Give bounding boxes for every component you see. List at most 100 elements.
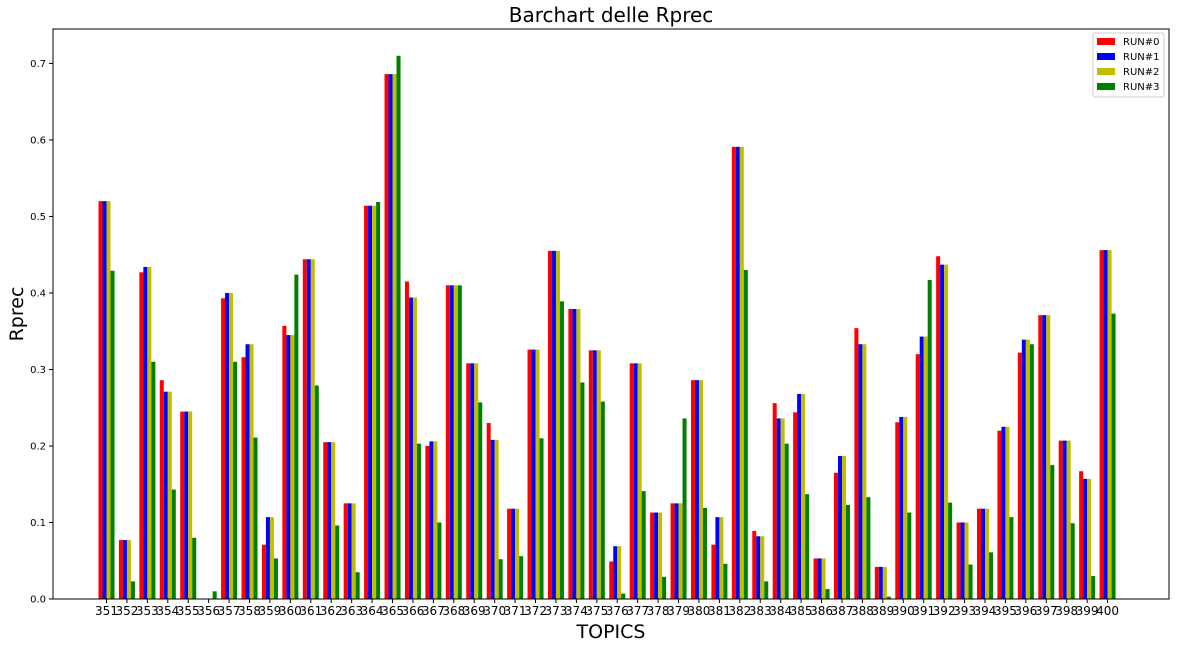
bar-RUN#3-379 [682,418,687,599]
bar-RUN#3-354 [171,489,176,599]
bar-RUN#1-374 [572,309,577,599]
bar-RUN#1-380 [694,380,699,599]
legend-swatch-RUN#1 [1097,53,1115,60]
bar-RUN#1-376 [613,546,618,599]
bar-RUN#0-369 [466,363,471,599]
bar-RUN#1-395 [1001,426,1006,599]
y-tick-label: 0.2 [30,441,46,452]
bar-RUN#2-375 [596,350,601,599]
bar-RUN#2-396 [1025,339,1030,599]
bar-RUN#0-383 [752,530,757,599]
bar-RUN#2-385 [801,393,806,599]
y-tick-label: 0.0 [30,595,46,606]
bar-RUN#3-387 [845,504,850,599]
bar-RUN#0-395 [997,430,1002,599]
bar-RUN#1-351 [102,201,107,599]
bar-RUN#3-390 [907,512,912,599]
bar-RUN#3-384 [784,443,789,599]
bar-RUN#0-370 [486,423,491,599]
x-tick-label: 367 [422,604,445,618]
x-tick-label: 373 [545,604,568,618]
bar-RUN#1-368 [449,285,454,599]
bar-RUN#0-372 [527,349,532,599]
legend-label-RUN#0: RUN#0 [1123,37,1160,48]
bar-RUN#0-353 [139,272,144,599]
bar-RUN#3-391 [927,279,932,599]
x-tick-label: 354 [156,604,179,618]
bar-RUN#3-382 [743,270,748,599]
bar-RUN#0-388 [854,328,859,599]
bar-RUN#0-361 [302,259,307,599]
bar-RUN#0-393 [956,522,961,599]
x-tick-label: 387 [831,604,854,618]
bar-RUN#3-380 [702,507,707,599]
bar-RUN#2-360 [290,335,295,599]
bar-RUN#0-387 [833,472,838,599]
bar-RUN#3-352 [130,581,135,599]
bar-RUN#0-384 [772,403,777,599]
bar-RUN#1-390 [899,416,904,599]
x-tick-label: 396 [1014,604,1037,618]
x-tick-label: 386 [810,604,833,618]
bar-RUN#2-369 [474,363,479,599]
bar-RUN#2-394 [984,508,989,599]
x-tick-label: 357 [218,604,241,618]
bar-RUN#2-386 [821,558,826,599]
bar-RUN#3-377 [641,491,646,599]
x-tick-label: 358 [238,604,261,618]
x-tick-label: 393 [953,604,976,618]
bar-RUN#2-362 [331,442,336,599]
bar-RUN#2-377 [637,363,642,599]
y-axis-label: Rprec [6,287,28,342]
bar-RUN#3-368 [457,285,462,599]
y-tick-label: 0.3 [30,365,46,376]
x-tick-label: 398 [1055,604,1078,618]
bar-RUN#1-372 [531,349,536,599]
bar-RUN#2-389 [882,566,887,599]
bar-RUN#2-383 [760,536,765,599]
bar-RUN#0-373 [547,250,552,599]
legend-box [1092,32,1165,98]
bar-RUN#1-383 [756,536,761,599]
bar-RUN#0-379 [670,503,675,599]
x-tick-label: 389 [871,604,894,618]
x-tick-label: 391 [912,604,935,618]
bar-RUN#3-383 [764,581,769,599]
bar-RUN#3-359 [273,558,278,599]
x-tick-label: 381 [708,604,731,618]
bar-RUN#1-367 [429,441,434,599]
bar-RUN#3-378 [662,576,667,599]
bar-RUN#1-355 [184,411,189,599]
bar-RUN#0-358 [241,357,246,599]
bar-RUN#3-397 [1050,465,1055,599]
bar-RUN#1-399 [1083,478,1088,599]
bar-RUN#3-366 [416,443,421,599]
x-tick-label: 363 [340,604,363,618]
bar-RUN#2-363 [351,503,356,599]
bar-RUN#1-363 [347,503,352,599]
bar-RUN#0-380 [690,380,695,599]
bar-RUN#3-394 [988,552,993,599]
bar-RUN#0-389 [874,566,879,599]
bar-RUN#1-353 [143,266,148,599]
bar-RUN#3-362 [335,525,340,599]
bar-RUN#2-376 [617,546,622,599]
bar-RUN#2-391 [923,336,928,599]
bar-RUN#3-399 [1091,576,1096,599]
bar-RUN#1-385 [797,393,802,599]
bar-RUN#1-369 [470,363,475,599]
bar-RUN#2-351 [106,201,111,599]
bar-RUN#0-362 [323,442,328,599]
bar-RUN#0-366 [404,281,409,599]
legend-swatch-RUN#0 [1097,38,1115,45]
bar-RUN#1-370 [490,439,495,599]
bar-RUN#3-356 [212,591,217,599]
x-tick-label: 385 [790,604,813,618]
x-tick-label: 383 [749,604,772,618]
legend-label-RUN#2: RUN#2 [1123,67,1160,78]
bar-RUN#2-400 [1107,250,1112,600]
bar-RUN#0-385 [793,412,798,599]
bar-RUN#0-398 [1058,440,1063,599]
bar-RUN#1-359 [265,517,270,599]
bar-RUN#0-363 [343,503,348,599]
